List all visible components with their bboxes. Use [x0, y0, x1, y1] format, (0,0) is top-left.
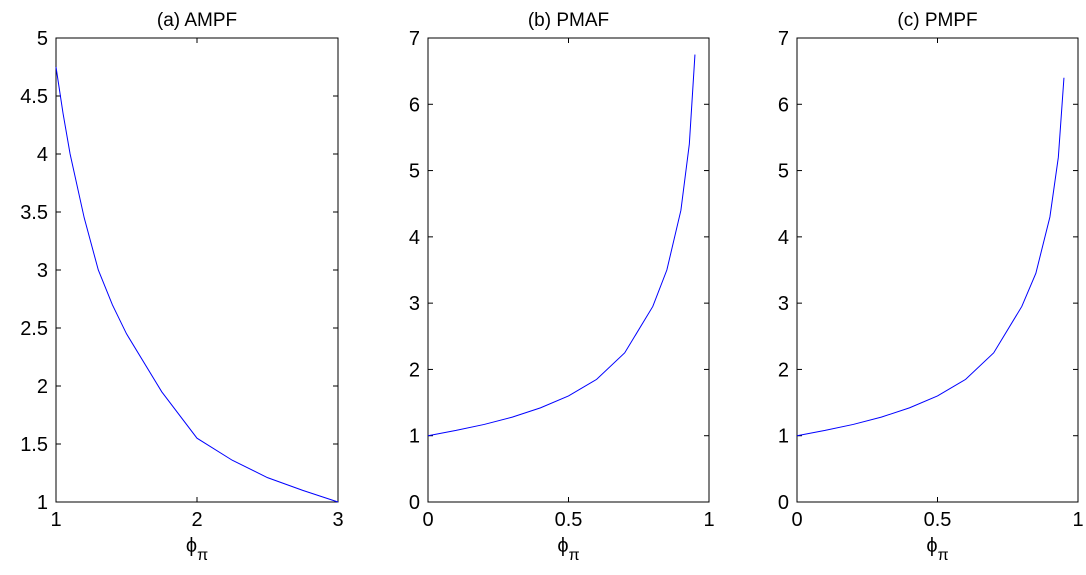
x-tick-label: 3 — [332, 509, 343, 531]
y-tick-label: 1 — [778, 426, 789, 448]
y-tick-label: 0 — [409, 492, 420, 514]
x-tick-label: 1 — [1072, 509, 1083, 531]
y-tick-label: 4 — [778, 227, 789, 249]
y-tick-label: 3.5 — [20, 202, 48, 224]
y-tick-label: 6 — [409, 94, 420, 116]
axes-box — [55, 37, 339, 503]
chart-title: (a) AMPF — [157, 10, 237, 31]
x-axis-label: ϕπ — [186, 535, 208, 564]
y-tick-label: 2 — [37, 376, 48, 398]
x-axis-label: ϕπ — [926, 535, 948, 564]
y-tick-label: 7 — [409, 28, 420, 50]
y-tick-label: 3 — [778, 293, 789, 315]
y-tick-label: 5 — [37, 28, 48, 50]
y-tick-label: 2 — [778, 359, 789, 381]
x-tick-label: 0 — [791, 509, 802, 531]
x-tick-label: 0 — [422, 509, 433, 531]
y-tick-label: 1 — [409, 426, 420, 448]
x-tick-label: 0.5 — [555, 509, 583, 531]
y-tick-label: 7 — [778, 28, 789, 50]
y-tick-label: 4.5 — [20, 86, 48, 108]
y-tick-label: 3 — [409, 293, 420, 315]
chart-title: (c) PMPF — [897, 10, 977, 31]
y-tick-label: 5 — [409, 161, 420, 183]
y-tick-label: 4 — [409, 227, 420, 249]
x-axis-label: ϕπ — [557, 535, 579, 564]
data-line — [427, 54, 696, 437]
y-tick-label: 1 — [37, 492, 48, 514]
data-line — [796, 77, 1065, 437]
axes-box — [427, 37, 710, 503]
y-tick-label: 5 — [778, 161, 789, 183]
x-tick-label: 1 — [50, 509, 61, 531]
y-tick-label: 1.5 — [20, 434, 48, 456]
data-line — [55, 66, 339, 503]
y-tick-label: 0 — [778, 492, 789, 514]
axes-box — [796, 37, 1079, 503]
chart-title: (b) PMAF — [528, 10, 609, 31]
y-tick-label: 2 — [409, 359, 420, 381]
x-tick-label: 1 — [703, 509, 714, 531]
y-tick-label: 3 — [37, 260, 48, 282]
y-tick-label: 2.5 — [20, 318, 48, 340]
x-tick-label: 2 — [191, 509, 202, 531]
x-tick-label: 0.5 — [924, 509, 952, 531]
y-tick-label: 6 — [778, 94, 789, 116]
y-tick-label: 4 — [37, 144, 48, 166]
